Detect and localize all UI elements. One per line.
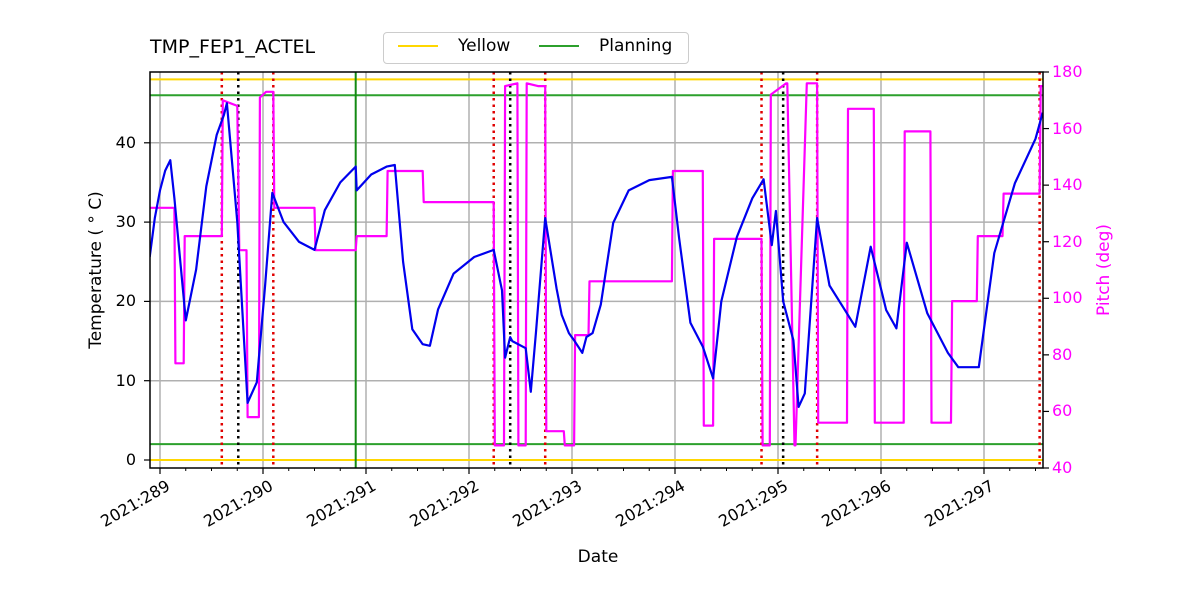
y-right-tick-label: 180 xyxy=(1052,62,1083,81)
y-right-tick-label: 100 xyxy=(1052,288,1083,308)
y-axis-label-right: Pitch (deg) xyxy=(1094,223,1114,317)
y-right-tick-label: 160 xyxy=(1052,118,1083,138)
legend-swatch-planning-icon xyxy=(539,44,579,48)
chart-title: TMP_FEP1_ACTEL xyxy=(150,36,316,58)
axis-ticks xyxy=(144,71,1049,474)
temperature-line xyxy=(150,102,1043,408)
y-right-tick-label: 40 xyxy=(1052,458,1073,477)
y-left-tick-label: 20 xyxy=(115,291,136,311)
legend-item-planning: Planning xyxy=(539,36,672,56)
legend-item-yellow: Yellow xyxy=(398,36,510,56)
y-left-tick-label: 0 xyxy=(125,450,136,469)
data-series xyxy=(150,82,1043,447)
legend-label: Yellow xyxy=(458,36,511,56)
legend-label: Planning xyxy=(599,36,673,56)
legend-swatch-yellow-icon xyxy=(398,44,438,48)
pitch-line xyxy=(150,82,1043,447)
plot-frame xyxy=(149,71,1044,469)
y-left-tick-label: 30 xyxy=(115,212,136,232)
y-right-tick-label: 140 xyxy=(1052,175,1083,195)
y-left-tick-label: 40 xyxy=(115,132,136,152)
y-left-tick-label: 10 xyxy=(115,370,136,390)
y-right-tick-label: 120 xyxy=(1052,231,1083,251)
legend: Yellow Planning xyxy=(383,32,689,64)
x-axis-label: Date xyxy=(577,547,619,567)
y-right-tick-label: 60 xyxy=(1052,401,1073,421)
limit-lines xyxy=(150,78,1043,461)
y-right-tick-label: 80 xyxy=(1052,344,1073,364)
